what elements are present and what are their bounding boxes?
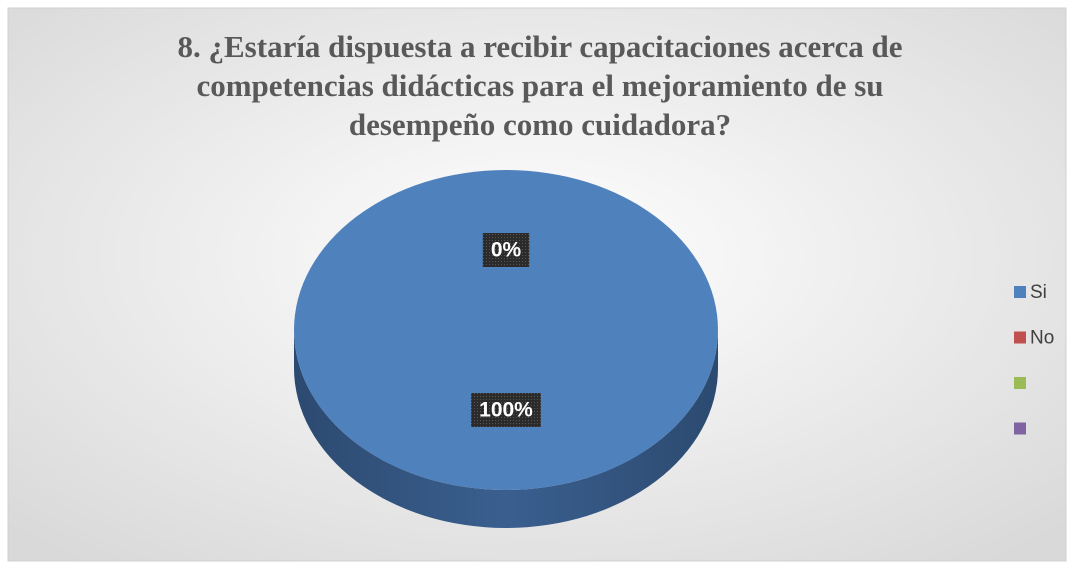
legend-swatch xyxy=(1014,286,1026,298)
data-label-box xyxy=(482,233,530,267)
data-label-box xyxy=(471,393,541,427)
pie-side xyxy=(294,330,718,528)
chart-title: 8. ¿Estaría dispuesta a recibir capacita… xyxy=(178,29,903,64)
legend-label: No xyxy=(1030,328,1054,349)
legend-swatch xyxy=(1014,377,1026,389)
chart-title: competencias didácticas para el mejorami… xyxy=(196,68,883,103)
legend-label: Si xyxy=(1030,282,1047,303)
legend-swatch xyxy=(1014,331,1026,344)
data-label: 0% xyxy=(491,239,522,262)
legend-swatch xyxy=(1014,422,1026,435)
data-label: 100% xyxy=(479,399,533,422)
chart-title: desempeño como cuidadora? xyxy=(349,107,731,142)
pie-slice xyxy=(294,170,718,490)
